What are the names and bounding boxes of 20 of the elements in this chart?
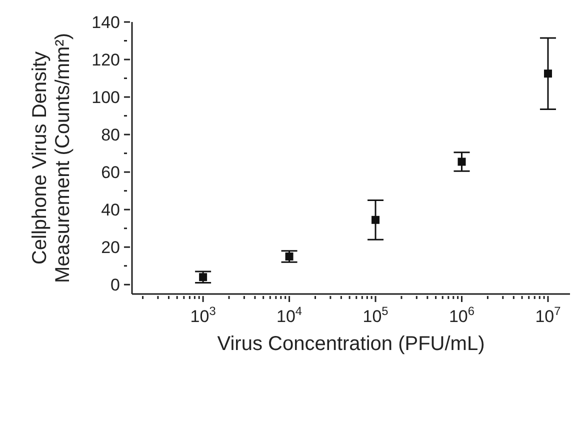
y-tick-label: 40	[101, 200, 120, 220]
point	[285, 252, 294, 260]
x-tick-label: 10$^{5}$	[362, 304, 389, 326]
x-tick-label: 10$^{4}$	[276, 304, 302, 326]
point	[458, 158, 466, 166]
y-axis-title: Cellphone Virus Density Measurement (Counts/mm²)	[29, 32, 74, 284]
x-tick-label: 10$^{3}$	[190, 304, 216, 326]
y-tick-label: 60	[101, 163, 120, 182]
point	[372, 216, 380, 224]
point	[544, 70, 552, 78]
y-tick-label: 0	[110, 276, 120, 295]
y-tick-label: 100	[92, 88, 120, 108]
x-tick-label: 10$^{7}$	[535, 304, 562, 326]
point	[199, 273, 208, 282]
y-tick-label: 20	[101, 238, 120, 258]
x-tick-label: 10$^{6}$	[448, 304, 475, 326]
y-tick-label: 80	[101, 126, 120, 145]
x-axis-title: Virus Concentration (PFU/mL)	[217, 333, 485, 355]
y-tick-label: 120	[92, 50, 120, 70]
y-tick-label: 140	[92, 13, 120, 32]
